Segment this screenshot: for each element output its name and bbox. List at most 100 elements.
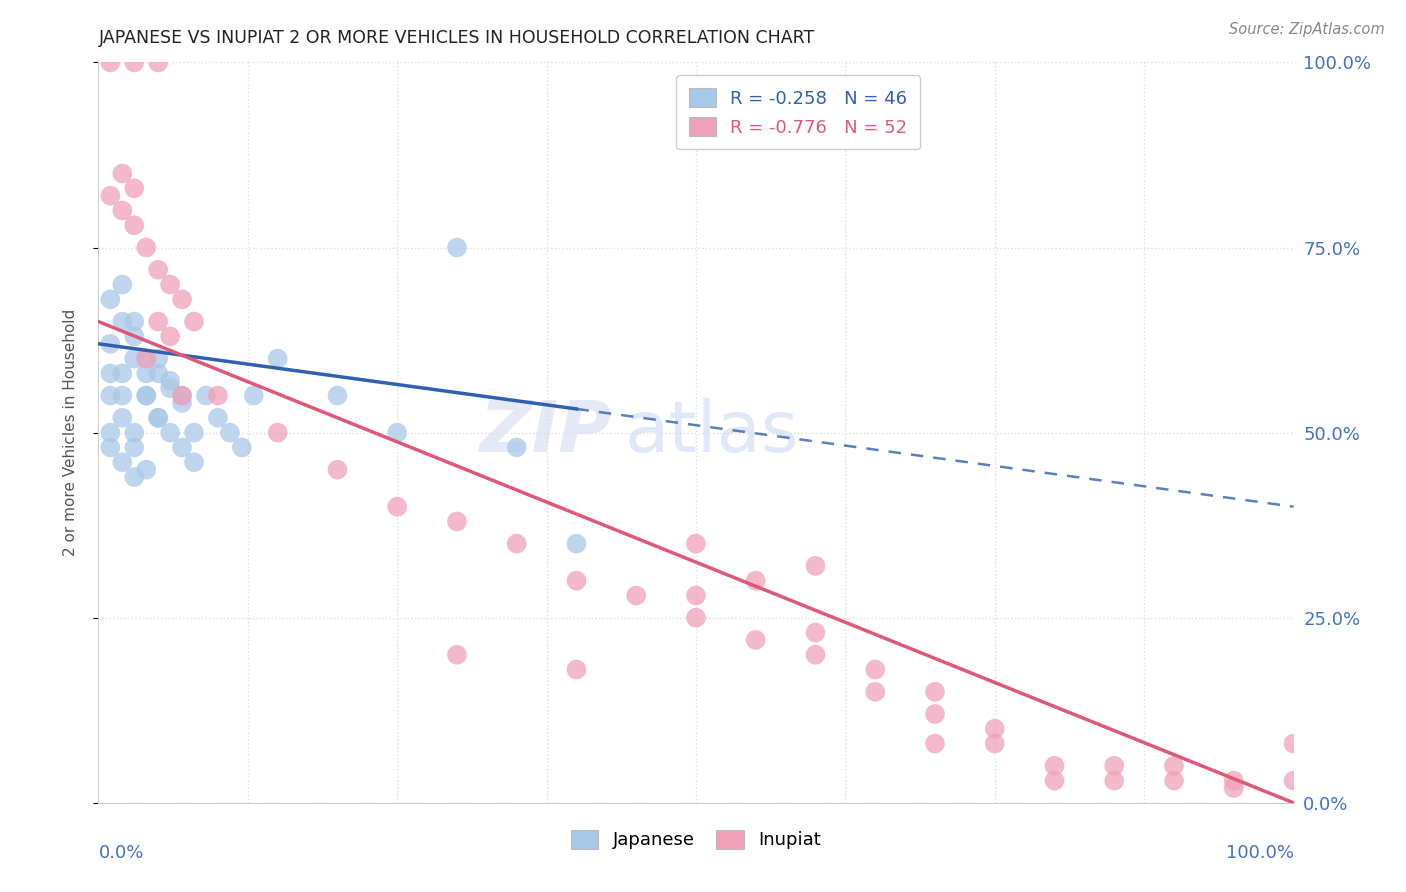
Point <box>207 410 229 425</box>
Point <box>148 55 170 70</box>
Point <box>111 388 134 402</box>
Point <box>124 470 146 484</box>
Point <box>98 367 122 381</box>
Point <box>135 351 157 366</box>
Point <box>148 351 170 366</box>
Point <box>506 536 529 550</box>
Point <box>626 589 648 603</box>
Point <box>1282 773 1305 788</box>
Point <box>1104 758 1126 772</box>
Point <box>124 329 146 343</box>
Text: atlas: atlas <box>624 398 799 467</box>
Point <box>148 262 170 277</box>
Point <box>924 706 946 721</box>
Point <box>124 351 146 366</box>
Point <box>243 388 266 402</box>
Point <box>172 388 194 402</box>
Point <box>1163 758 1185 772</box>
Point <box>124 181 146 195</box>
Y-axis label: 2 or more Vehicles in Household: 2 or more Vehicles in Household <box>63 309 77 557</box>
Point <box>183 455 205 469</box>
Point <box>111 203 134 218</box>
Point <box>984 737 1007 751</box>
Point <box>183 314 205 328</box>
Point <box>195 388 218 402</box>
Point <box>159 381 181 395</box>
Point <box>1104 773 1126 788</box>
Point <box>267 351 290 366</box>
Point <box>446 648 468 662</box>
Point <box>924 685 946 699</box>
Point <box>984 722 1007 736</box>
Point <box>98 336 122 351</box>
Point <box>172 441 194 455</box>
Point <box>207 388 229 402</box>
Point <box>135 388 157 402</box>
Point <box>326 462 349 476</box>
Text: 0.0%: 0.0% <box>98 844 143 862</box>
Point <box>124 425 146 440</box>
Point <box>124 314 146 328</box>
Point <box>111 410 134 425</box>
Point <box>267 425 290 440</box>
Point <box>865 663 887 677</box>
Point <box>865 685 887 699</box>
Point <box>148 410 170 425</box>
Point <box>1163 773 1185 788</box>
Text: 100.0%: 100.0% <box>1226 844 1294 862</box>
Point <box>1223 773 1246 788</box>
Point <box>172 388 194 402</box>
Point <box>135 367 157 381</box>
Point <box>159 425 181 440</box>
Point <box>804 625 827 640</box>
Point <box>565 574 588 588</box>
Point <box>135 240 157 255</box>
Point <box>506 441 529 455</box>
Text: JAPANESE VS INUPIAT 2 OR MORE VEHICLES IN HOUSEHOLD CORRELATION CHART: JAPANESE VS INUPIAT 2 OR MORE VEHICLES I… <box>98 29 814 47</box>
Point <box>98 55 122 70</box>
Point <box>111 314 134 328</box>
Point <box>148 367 170 381</box>
Point <box>1223 780 1246 795</box>
Point <box>135 351 157 366</box>
Point <box>685 536 707 550</box>
Point <box>98 188 122 202</box>
Point <box>159 329 181 343</box>
Text: ZIP: ZIP <box>479 398 613 467</box>
Point <box>172 396 194 410</box>
Point <box>148 314 170 328</box>
Point <box>745 574 768 588</box>
Point <box>1282 737 1305 751</box>
Point <box>685 610 707 624</box>
Legend: Japanese, Inupiat: Japanese, Inupiat <box>564 822 828 856</box>
Point <box>135 388 157 402</box>
Point <box>183 425 205 440</box>
Point <box>1043 773 1066 788</box>
Point <box>804 558 827 573</box>
Point <box>326 388 349 402</box>
Point <box>565 663 588 677</box>
Point <box>111 277 134 292</box>
Point <box>446 515 468 529</box>
Point <box>98 425 122 440</box>
Point <box>98 293 122 307</box>
Point <box>231 441 253 455</box>
Point <box>1043 758 1066 772</box>
Point <box>148 410 170 425</box>
Text: Source: ZipAtlas.com: Source: ZipAtlas.com <box>1229 22 1385 37</box>
Point <box>159 277 181 292</box>
Point <box>124 219 146 233</box>
Point <box>159 374 181 388</box>
Point <box>924 737 946 751</box>
Point <box>685 589 707 603</box>
Point <box>446 240 468 255</box>
Point <box>804 648 827 662</box>
Point <box>565 536 588 550</box>
Point <box>98 388 122 402</box>
Point <box>135 462 157 476</box>
Point <box>172 293 194 307</box>
Point <box>111 455 134 469</box>
Point <box>745 632 768 647</box>
Point <box>111 166 134 180</box>
Point <box>385 425 409 440</box>
